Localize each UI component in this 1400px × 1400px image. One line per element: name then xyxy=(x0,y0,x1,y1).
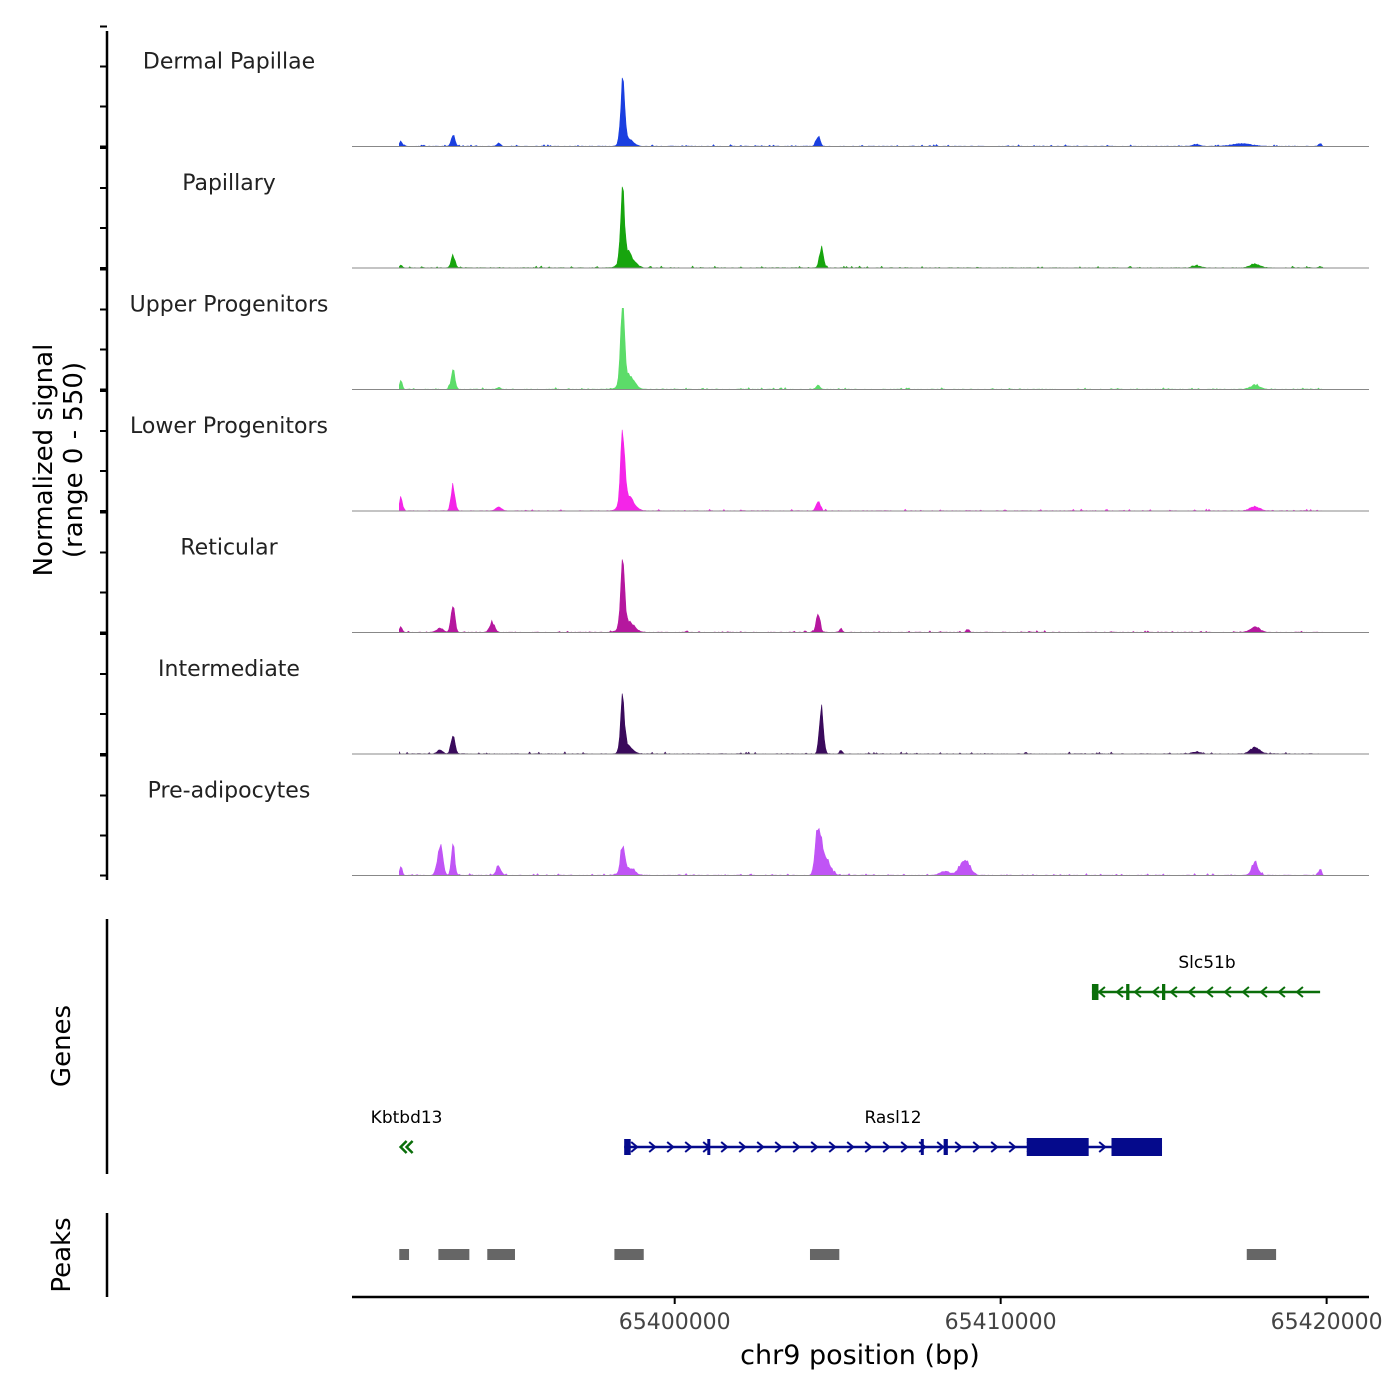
strand-chevron xyxy=(398,1140,408,1154)
strand-chevron xyxy=(1097,986,1106,998)
track-upper-progenitors: Upper Progenitors xyxy=(100,268,1369,391)
strand-chevron xyxy=(900,1141,909,1153)
signal-tracks: Dermal Papillae Papillary Upper Progenitor… xyxy=(100,25,1369,880)
exon xyxy=(1162,984,1166,1000)
gene-slc51b: Slc51b xyxy=(1091,953,1321,1000)
peak-region xyxy=(438,1249,470,1260)
strand-chevron xyxy=(954,1141,963,1153)
peak-region xyxy=(487,1249,515,1260)
signal-area xyxy=(399,186,1325,269)
strand-chevron xyxy=(846,1141,855,1153)
exon xyxy=(1091,984,1099,1000)
track-pre-adipocytes: Pre-adipocytes xyxy=(100,754,1369,877)
signal-area xyxy=(399,77,1325,147)
signal-area xyxy=(399,827,1324,876)
track-label: Lower Progenitors xyxy=(130,414,328,439)
signal-ylabel-line1: Normalized signal xyxy=(29,344,59,577)
strand-chevron xyxy=(1241,986,1250,998)
strand-chevron xyxy=(828,1141,837,1153)
exon xyxy=(707,1139,711,1155)
strand-chevron xyxy=(720,1141,729,1153)
strand-chevron xyxy=(882,1141,891,1153)
strand-chevron xyxy=(1169,986,1178,998)
strand-chevron xyxy=(1115,986,1124,998)
strand-chevron xyxy=(936,1141,945,1153)
track-dermal-papillae: Dermal Papillae xyxy=(100,25,1369,148)
signal-ylabel-line2: (range 0 - 550) xyxy=(59,362,89,558)
strand-chevron xyxy=(1008,1141,1017,1153)
strand-chevron xyxy=(1277,986,1286,998)
signal-area xyxy=(399,308,1324,390)
strand-chevron xyxy=(990,1141,999,1153)
strand-chevron xyxy=(648,1141,657,1153)
strand-chevron xyxy=(1295,986,1304,998)
strand-chevron xyxy=(1205,986,1214,998)
track-label: Papillary xyxy=(182,171,276,196)
signal-area xyxy=(399,693,1324,755)
exon xyxy=(943,1139,948,1155)
exon xyxy=(920,1139,924,1155)
strand-chevron xyxy=(666,1141,675,1153)
strand-chevron xyxy=(756,1141,765,1153)
track-label: Intermediate xyxy=(158,657,300,682)
strand-chevron xyxy=(738,1141,747,1153)
strand-chevron xyxy=(1133,986,1142,998)
strand-chevron xyxy=(684,1141,693,1153)
gene-label: Slc51b xyxy=(1178,953,1235,973)
track-label: Pre-adipocytes xyxy=(148,779,311,804)
strand-chevron xyxy=(1187,986,1196,998)
exon xyxy=(624,1139,631,1155)
track-intermediate: Intermediate xyxy=(100,633,1369,755)
track-lower-progenitors: Lower Progenitors xyxy=(100,390,1369,512)
gene-label: Kbtbd13 xyxy=(371,1108,443,1128)
strand-chevron xyxy=(1098,1141,1107,1153)
peak-region xyxy=(614,1249,644,1260)
exon xyxy=(1126,984,1130,1000)
strand-chevron xyxy=(792,1141,801,1153)
gene-label: Rasl12 xyxy=(864,1108,921,1128)
strand-chevron xyxy=(864,1141,873,1153)
track-label: Reticular xyxy=(180,536,278,561)
strand-chevron xyxy=(972,1141,981,1153)
strand-chevron xyxy=(1151,986,1160,998)
track-reticular: Reticular xyxy=(100,511,1369,634)
strand-chevron xyxy=(774,1141,783,1153)
gene-kbtbd13: Kbtbd13 xyxy=(371,1108,443,1154)
x-axis: 65400000 65410000 65420000 xyxy=(619,1297,1383,1335)
peak-region xyxy=(1246,1249,1277,1260)
strand-chevron xyxy=(404,1140,414,1154)
peak-region xyxy=(809,1249,840,1260)
x-tick-label: 65400000 xyxy=(619,1310,731,1335)
track-papillary: Papillary xyxy=(100,147,1369,269)
genes-track: Slc51b Kbtbd13 Rasl12 xyxy=(371,953,1321,1156)
x-tick-label: 65410000 xyxy=(945,1310,1057,1335)
x-tick-label: 65420000 xyxy=(1271,1310,1383,1335)
strand-chevron xyxy=(1223,986,1232,998)
exon xyxy=(1026,1138,1089,1156)
peak-region xyxy=(399,1249,410,1260)
track-label: Dermal Papillae xyxy=(143,50,315,75)
exon xyxy=(1111,1138,1163,1156)
genes-ylabel: Genes xyxy=(47,1005,77,1087)
strand-chevron xyxy=(1259,986,1268,998)
strand-chevron xyxy=(630,1141,639,1153)
signal-area xyxy=(399,559,1324,633)
track-label: Upper Progenitors xyxy=(130,293,329,318)
strand-chevron xyxy=(810,1141,819,1153)
signal-area xyxy=(399,429,1324,512)
gene-rasl12: Rasl12 xyxy=(624,1108,1163,1156)
peaks-track xyxy=(399,1249,1277,1260)
x-axis-label: chr9 position (bp) xyxy=(740,1340,980,1371)
peaks-ylabel: Peaks xyxy=(47,1217,77,1292)
